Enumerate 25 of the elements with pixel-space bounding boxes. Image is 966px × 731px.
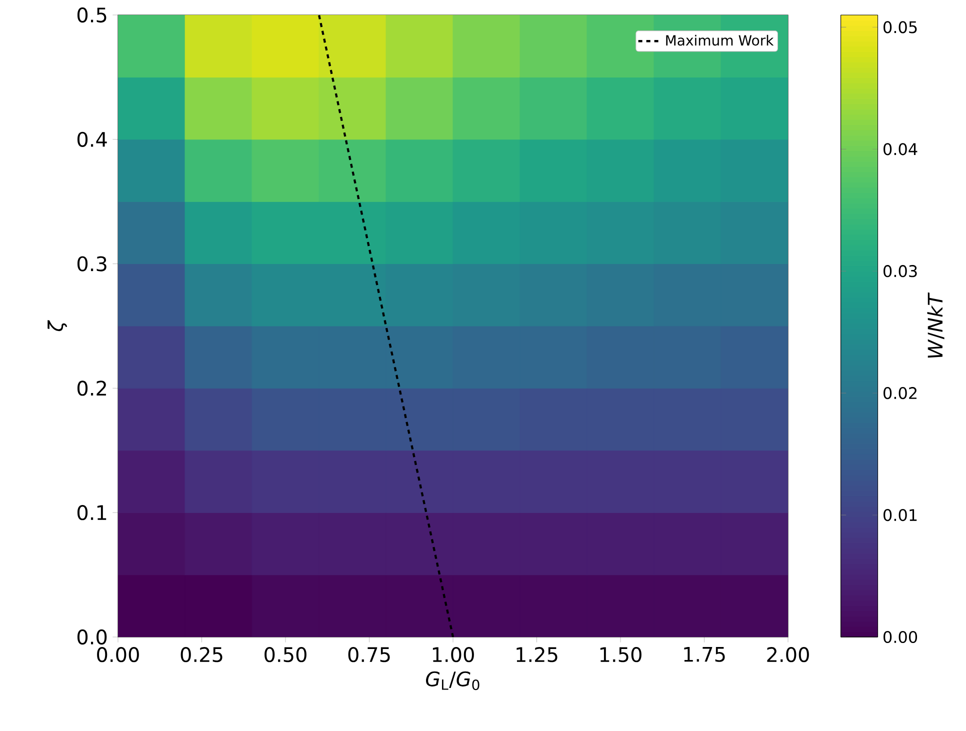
x-tick-label: 1.25 xyxy=(516,647,558,662)
y-tick-label: 0.1 xyxy=(77,505,106,520)
y-tick-label: 0.4 xyxy=(77,132,107,147)
x-tick-label: 0.00 xyxy=(97,647,139,662)
x-tick-label: 2.00 xyxy=(767,647,809,662)
color-bar-label: 0.01 xyxy=(884,508,917,522)
legend-label: Maximum Work xyxy=(666,34,774,46)
x-tick-label: 0.25 xyxy=(180,647,222,662)
x-tick-label: 1.75 xyxy=(684,647,725,662)
x-tick-label: 1.50 xyxy=(600,647,642,662)
y-tick-label: 0.0 xyxy=(77,629,107,645)
color-bar-label: 0.03 xyxy=(884,265,917,278)
color-bar-label: 0.05 xyxy=(884,21,917,34)
x-tick-label: 0.50 xyxy=(264,647,306,662)
y-tick-label: 0.2 xyxy=(77,380,106,396)
x-tick-label: 0.75 xyxy=(348,647,390,662)
x-tick-label: 1.00 xyxy=(432,647,474,662)
y-tick-label: 0.5 xyxy=(77,7,106,23)
color-bar-title: W/NkT xyxy=(927,292,944,358)
color-bar-label: 0.00 xyxy=(884,630,918,644)
color-bar-label: 0.02 xyxy=(884,387,916,400)
y-tick-label: 0.3 xyxy=(77,256,106,272)
y-axis-title: ζ xyxy=(48,320,67,332)
x-axis-title: G$_{L}$/G$_{0}$ xyxy=(426,671,480,690)
color-bar-label: 0.04 xyxy=(884,143,918,156)
